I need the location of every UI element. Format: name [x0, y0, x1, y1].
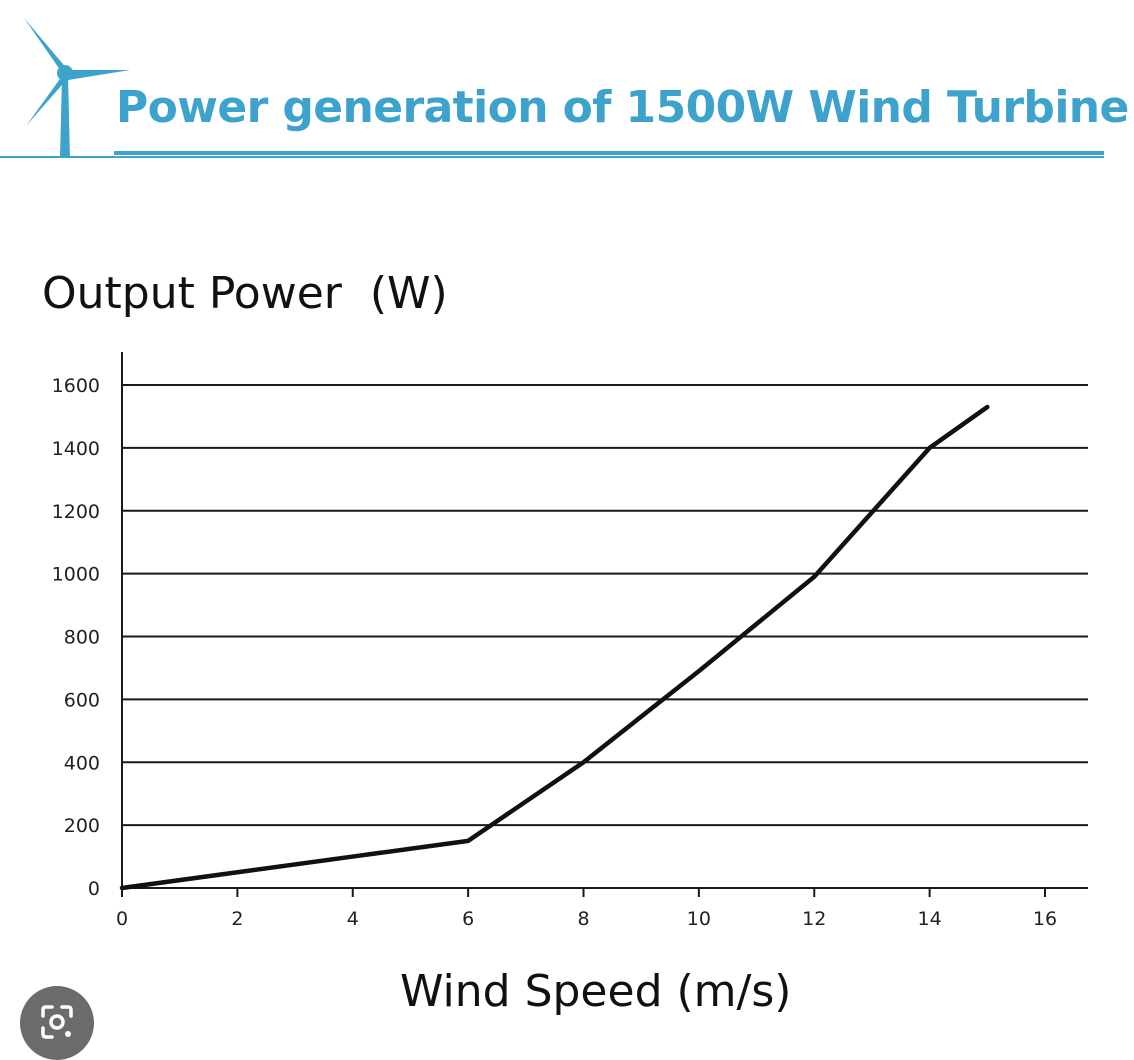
power-curve-line: [122, 407, 987, 888]
x-tick-label: 0: [116, 908, 128, 930]
x-tick-label: 16: [1033, 908, 1057, 930]
grid-lines: [122, 385, 1088, 825]
x-axis-title: Wind Speed (m/s): [400, 966, 791, 1017]
x-tick-label: 10: [687, 908, 711, 930]
x-tick-labels: 0 2 4 6 8 10 12 14 16: [116, 888, 1057, 930]
y-tick-label: 1400: [52, 438, 100, 460]
x-tick-label: 2: [231, 908, 243, 930]
x-tick-label: 14: [918, 908, 942, 930]
axes: [122, 352, 1088, 888]
y-tick-label: 1200: [52, 501, 100, 523]
lens-search-icon: [40, 1004, 74, 1040]
y-tick-label: 0: [88, 878, 100, 900]
x-tick-label: 6: [462, 908, 474, 930]
y-tick-label: 800: [64, 627, 100, 649]
series: [122, 407, 988, 888]
x-tick-label: 8: [577, 908, 589, 930]
y-tick-label: 1000: [52, 564, 100, 586]
x-tick-label: 12: [802, 908, 826, 930]
x-tick-label: 4: [347, 908, 359, 930]
y-tick-label: 200: [64, 815, 100, 837]
y-tick-labels: 0 200 400 600 800 1000 1200 1400 1600: [52, 375, 100, 900]
y-tick-label: 400: [64, 752, 100, 774]
lens-search-button[interactable]: [20, 986, 94, 1060]
y-tick-label: 600: [64, 689, 100, 711]
y-tick-label: 1600: [52, 375, 100, 397]
